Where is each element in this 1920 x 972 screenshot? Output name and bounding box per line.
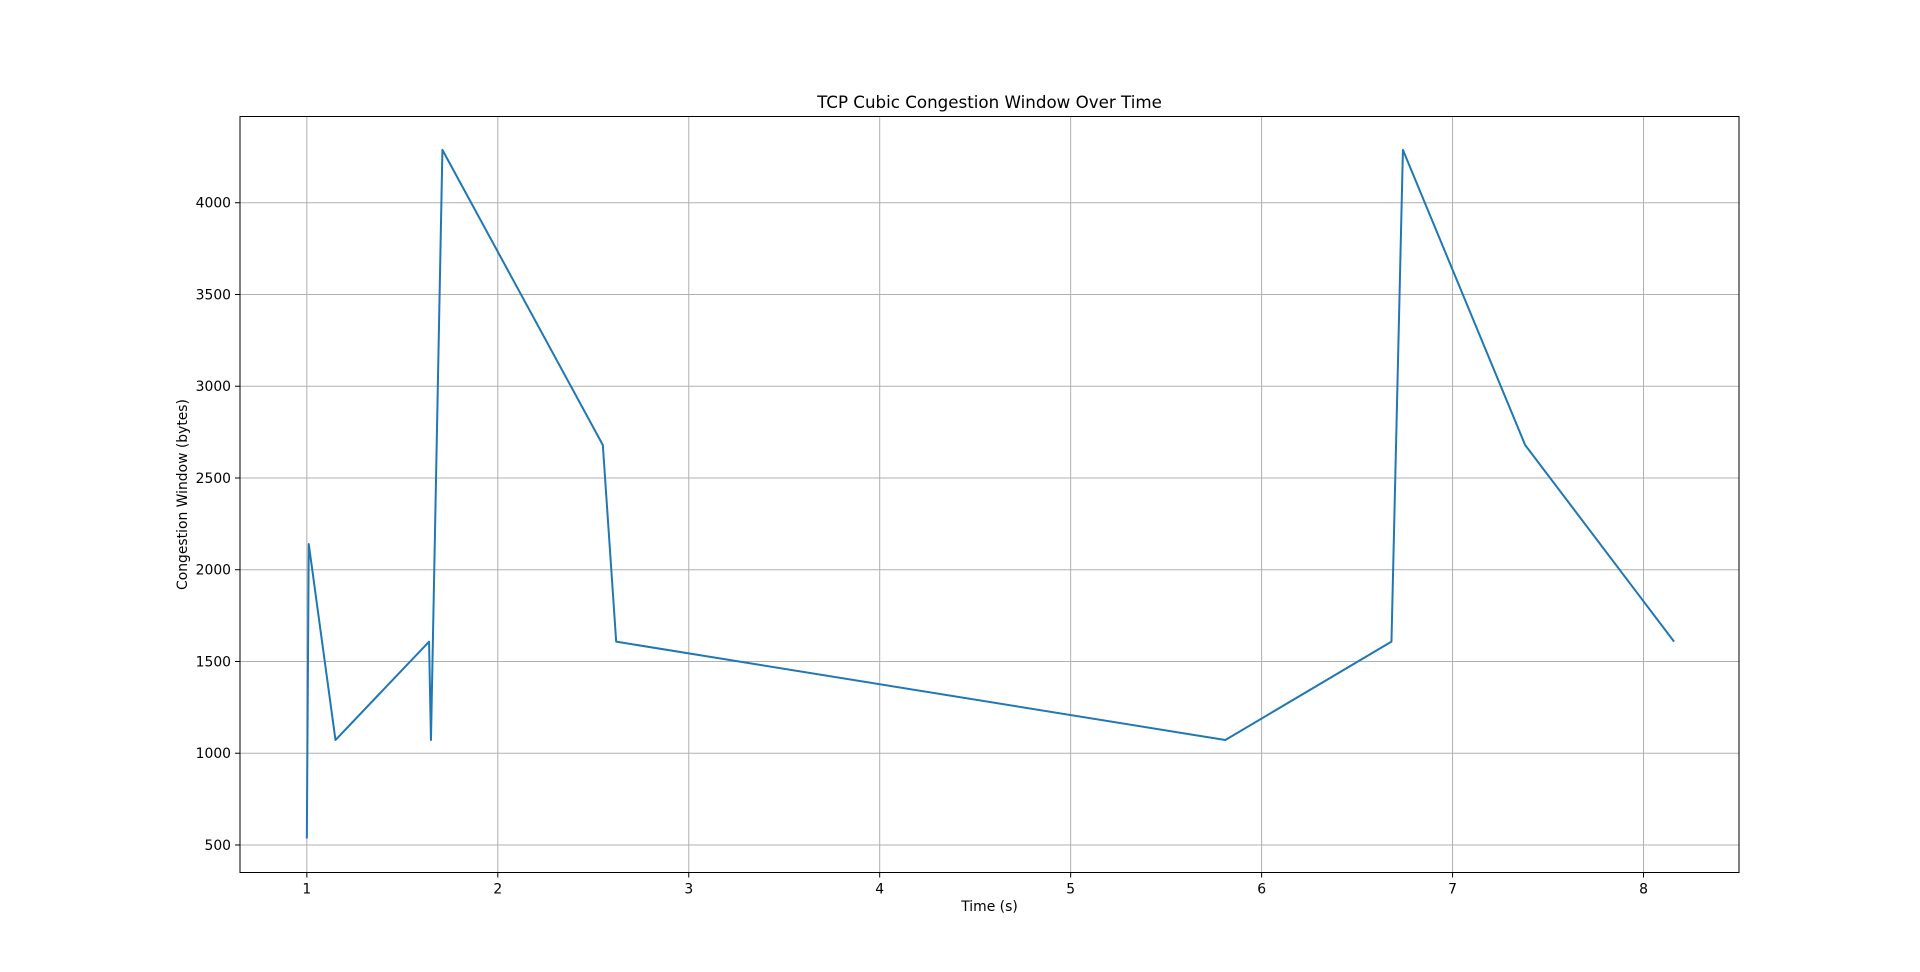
x-axis-label: Time (s): [960, 899, 1018, 915]
x-tick-label: 3: [684, 882, 693, 898]
y-tick-label: 1500: [196, 654, 231, 670]
y-tick-label: 2000: [196, 563, 231, 579]
x-tick-label: 8: [1639, 882, 1648, 898]
series-layer: [305, 148, 1675, 839]
y-tick-label: 1000: [196, 746, 231, 762]
y-axis: 500 1000 1500 2000 2500 3000 3500 4000: [196, 196, 240, 854]
y-tick-label: 3500: [196, 287, 231, 303]
x-tick-label: 4: [875, 882, 884, 898]
y-tick-label: 4000: [196, 196, 231, 212]
x-tick-label: 7: [1448, 882, 1457, 898]
plot-frame: [239, 116, 1740, 873]
y-tick-label: 3000: [196, 379, 231, 395]
x-tick-label: 5: [1066, 882, 1075, 898]
y-axis-label: Congestion Window (bytes): [175, 399, 191, 590]
x-tick-label: 2: [493, 882, 502, 898]
grid: [240, 116, 1739, 873]
x-axis: 1 2 3 4 5 6 7 8: [302, 872, 1648, 898]
x-tick-label: 1: [302, 882, 311, 898]
y-tick-label: 2500: [196, 471, 231, 487]
x-tick-label: 6: [1257, 882, 1266, 898]
y-tick-label: 500: [204, 838, 231, 854]
series-line: [305, 148, 1675, 839]
chart-title: TCP Cubic Congestion Window Over Time: [816, 92, 1162, 112]
